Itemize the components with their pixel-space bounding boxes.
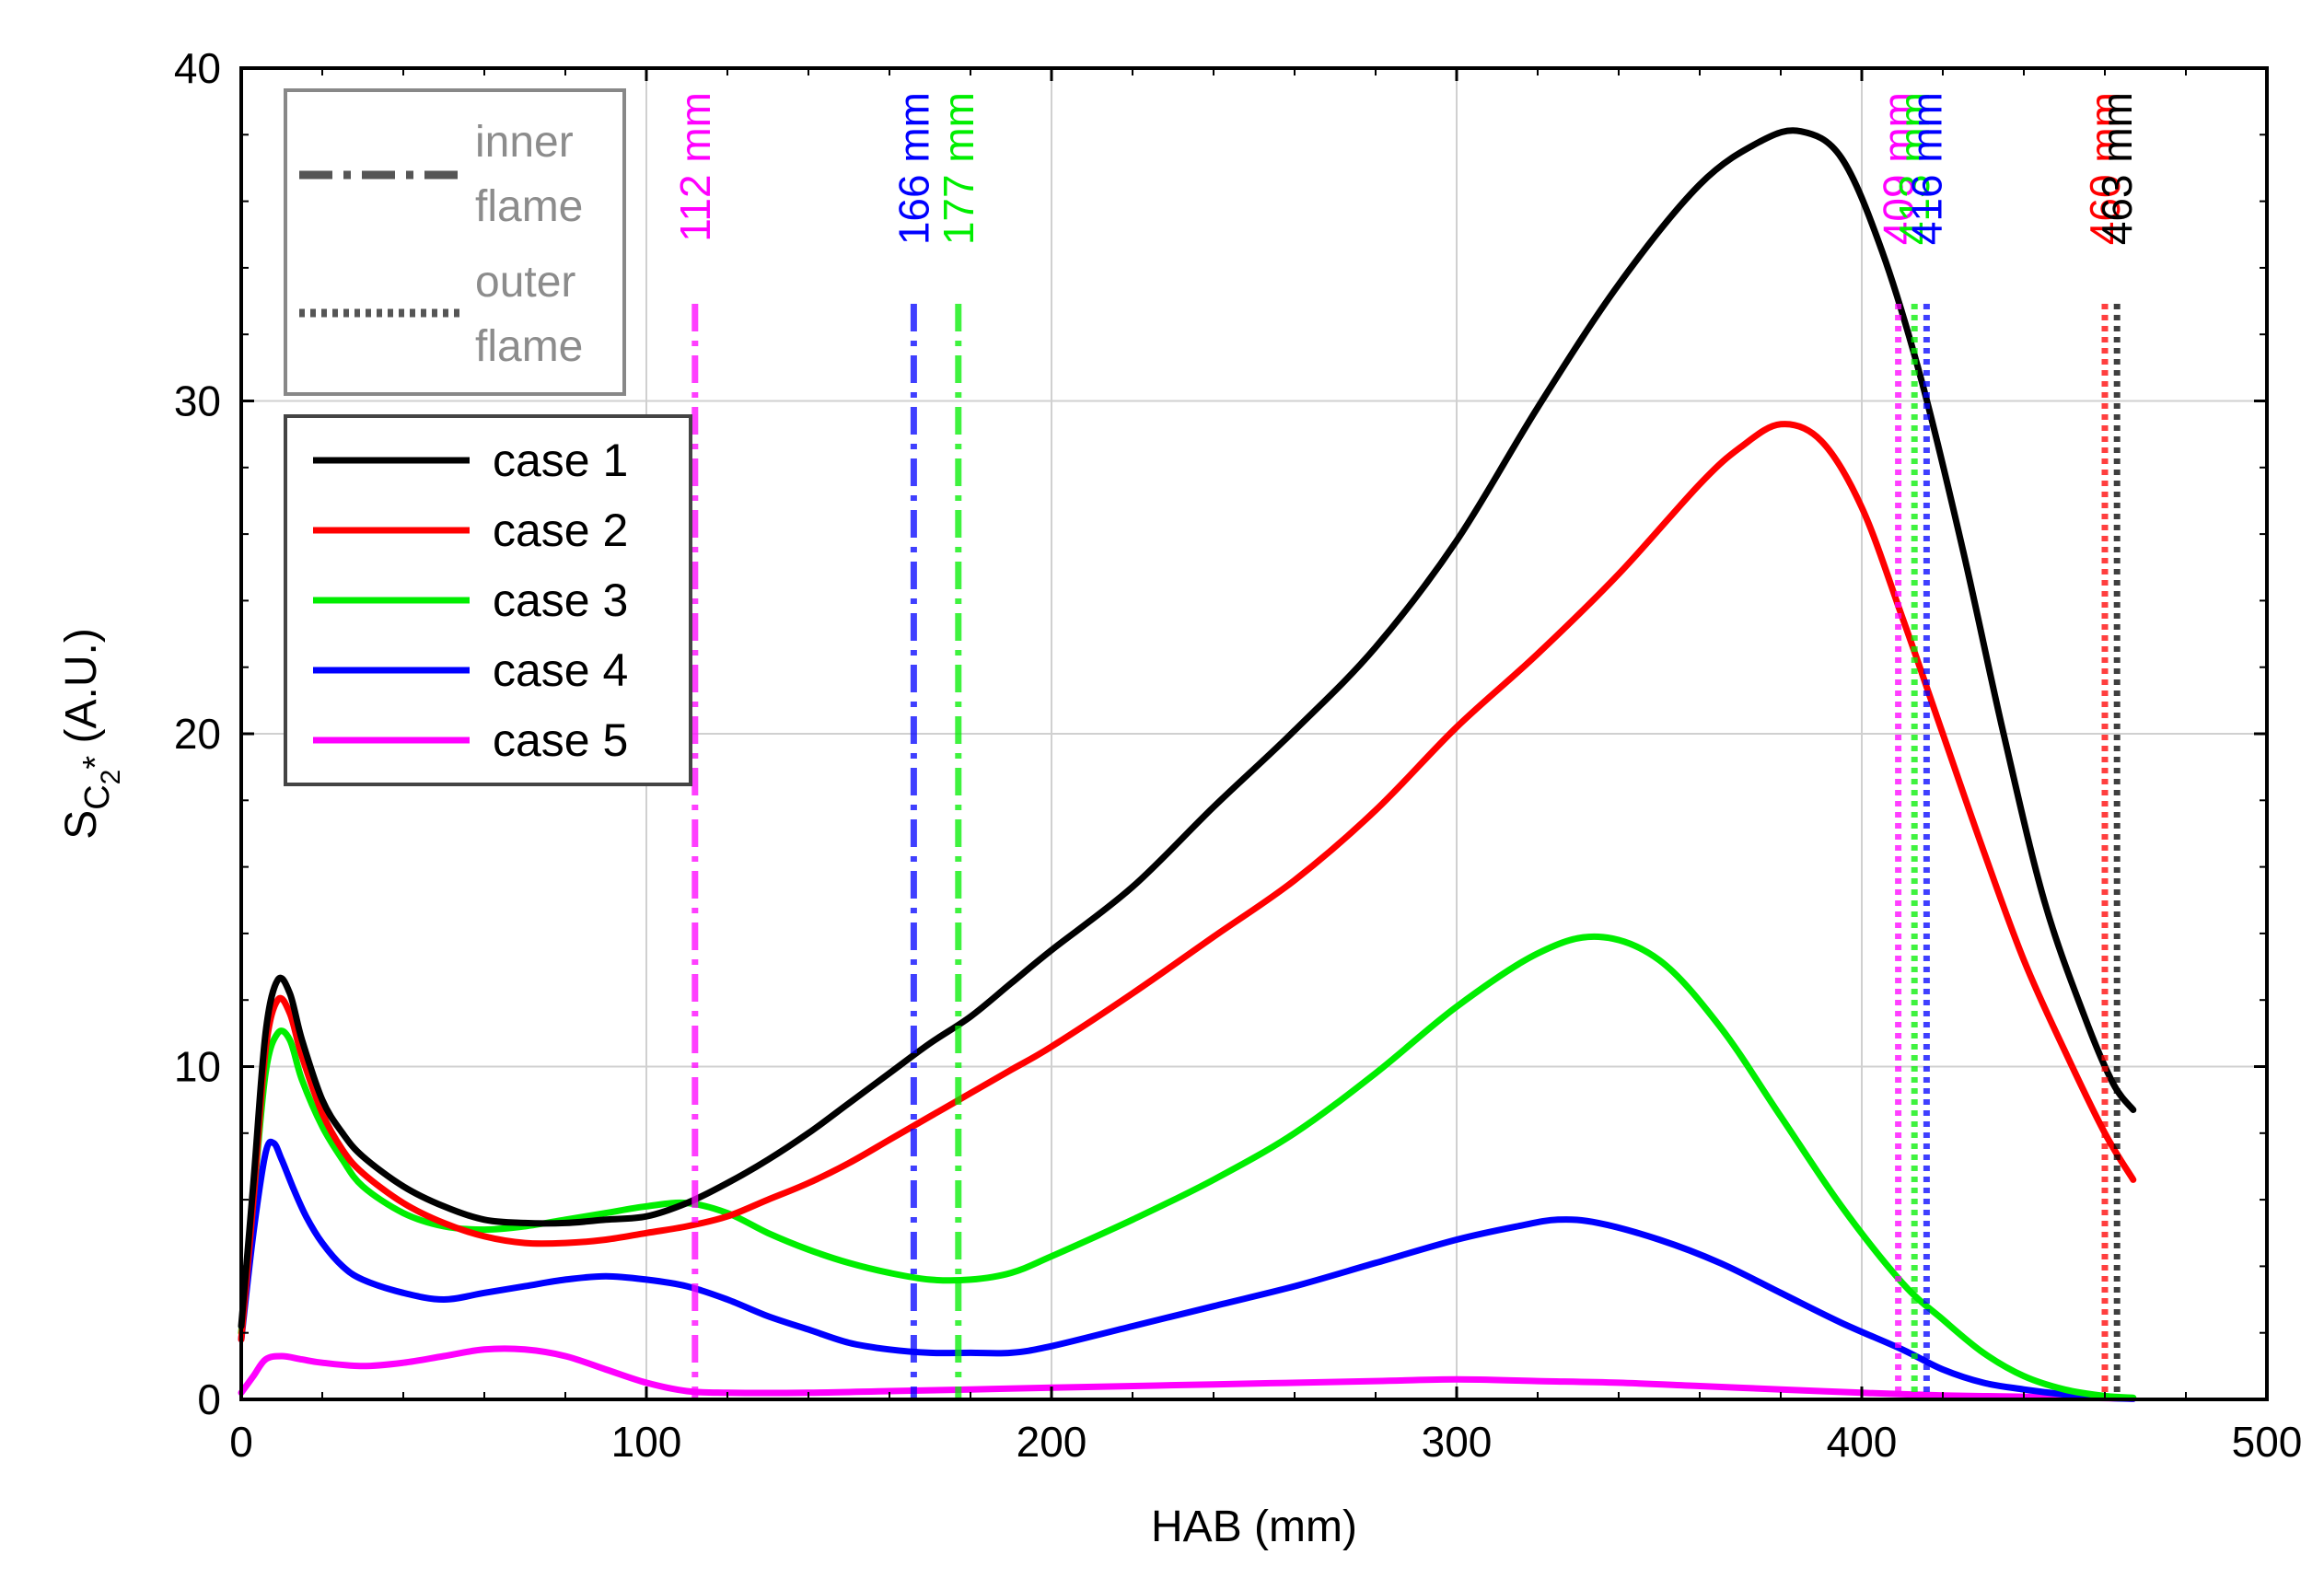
y-tick-label: 20 (174, 710, 221, 758)
y-tick-label: 30 (174, 377, 221, 425)
axis-ticks: 0 100 200 300 400 500 0 10 20 30 40 (174, 44, 2303, 1466)
series-line-case-5 (238, 1345, 2137, 1402)
flame-marker-label: 166 mm (889, 92, 937, 245)
y-tick-label: 40 (174, 44, 221, 92)
flame-marker-label: 463 mm (2093, 92, 2141, 245)
x-axis-title: HAB (mm) (1151, 1503, 1357, 1551)
inner-flame-label-2: flame (475, 182, 583, 231)
line-style-legend-box (284, 88, 626, 396)
outer-flame-label-1: outer (475, 258, 575, 307)
legend-label-case-1: case 1 (493, 435, 628, 486)
x-tick-label: 500 (2232, 1418, 2303, 1466)
legend-label-case-3: case 3 (493, 574, 628, 626)
legend-label-case-4: case 4 (493, 644, 628, 696)
y-axis-title-main: S (57, 810, 106, 840)
series-layer (238, 127, 2137, 1402)
x-tick-label: 400 (1827, 1418, 1898, 1466)
x-tick-label: 100 (611, 1418, 682, 1466)
legend-label-case-5: case 5 (493, 714, 628, 766)
flame-marker-label: 460 mm (2081, 92, 2129, 245)
y-axis-title-subsub: 2 (96, 770, 126, 785)
outer-flame-label-2: flame (475, 322, 583, 371)
y-axis-title-units: (A.U.) (57, 628, 106, 756)
line-style-legend: inner flame outer flame (284, 88, 626, 396)
flame-marker-label: 112 mm (671, 92, 719, 242)
series-line-case-2 (238, 421, 2137, 1343)
case-legend: case 1 case 2 case 3 case 4 case 5 (284, 414, 692, 786)
legend-label-case-2: case 2 (493, 505, 628, 556)
y-tick-label: 10 (174, 1043, 221, 1091)
series-line-case-4 (238, 1138, 2137, 1402)
flame-marker-label: 416 mm (1902, 92, 1950, 245)
x-tick-label: 200 (1017, 1418, 1087, 1466)
flame-marker-label: 413 mm (1890, 92, 1938, 245)
y-tick-label: 0 (197, 1375, 221, 1423)
x-tick-label: 300 (1422, 1418, 1493, 1466)
inner-flame-label-1: inner (475, 118, 574, 167)
series-line-case-1 (238, 127, 2137, 1329)
x-tick-label: 0 (229, 1418, 253, 1466)
y-axis-title-star: * (76, 756, 115, 770)
flame-marker-label: 409 mm (1875, 92, 1923, 245)
series-line-case-3 (238, 933, 2137, 1401)
flame-marker-label: 177 mm (935, 92, 982, 245)
y-axis-title-sub: C (78, 784, 117, 809)
y-axis-title: SC2* (A.U.) (57, 628, 126, 840)
